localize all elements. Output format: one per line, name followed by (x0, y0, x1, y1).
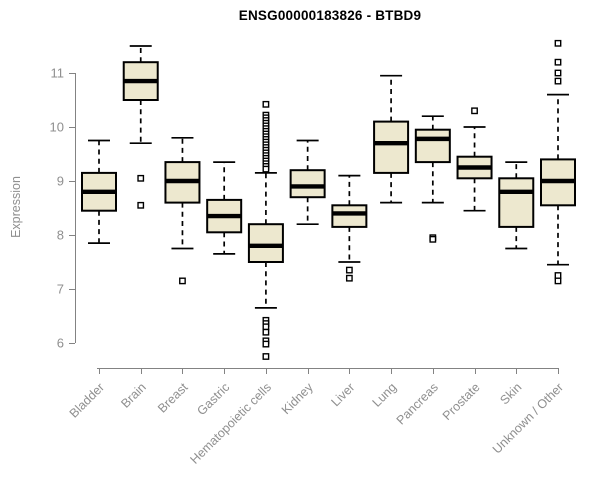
x-tick-label: Pancreas (394, 380, 441, 427)
outlier-point (554, 277, 562, 285)
x-tick-label: Breast (155, 380, 191, 416)
outlier-point (554, 272, 562, 279)
x-tick-label: Liver (328, 380, 357, 409)
y-tick-label: 7 (57, 282, 64, 297)
y-tick-label: 9 (57, 174, 64, 189)
boxplot-pancreas (414, 115, 451, 243)
outlier-point (179, 277, 186, 285)
outlier-point (554, 39, 562, 47)
boxplot-gastric (206, 161, 243, 255)
outlier-point (262, 165, 270, 173)
boxplot-kidney (289, 139, 326, 226)
x-tick-label: Skin (497, 380, 524, 407)
outlier-point (262, 323, 270, 331)
x-tick-label: Brain (118, 380, 149, 411)
outlier-point (429, 235, 437, 243)
boxplot-bladder (81, 139, 117, 244)
boxplot-breast (164, 136, 201, 285)
outlier-point (345, 266, 353, 274)
x-tick-label: Gastric (194, 380, 232, 418)
outlier-point (262, 328, 270, 336)
x-tick-label: Lung (370, 380, 400, 410)
boxplot-prostate (456, 107, 493, 212)
chart-title: ENSG00000183826 - BTBD9 (238, 8, 422, 23)
boxplot-lung (373, 74, 410, 204)
y-axis: 6 7 8 9 10 11 (50, 66, 77, 351)
y-tick-label: 6 (57, 336, 64, 351)
x-tick-label: Unknown / Other (490, 380, 566, 456)
x-tick-label: Bladder (67, 380, 107, 420)
outlier-point (471, 107, 478, 115)
x-tick-label: Hematopoietic cells (187, 380, 274, 467)
outlier-point (554, 69, 562, 77)
outlier-point (554, 77, 562, 85)
outlier-point (554, 58, 562, 66)
outlier-point (262, 340, 270, 348)
y-tick-label: 11 (51, 66, 65, 81)
y-tick-label: 10 (50, 120, 64, 135)
outlier-point (137, 174, 145, 182)
boxplot-unknown-other (540, 39, 576, 285)
outlier-point (262, 353, 270, 360)
outlier-point (262, 100, 270, 108)
x-tick-label: Prostate (440, 380, 483, 423)
y-tick-label: 8 (57, 228, 64, 243)
outlier-point (137, 201, 145, 209)
outlier-point (345, 274, 353, 282)
boxplot-liver (331, 174, 368, 282)
boxplot-brain (122, 45, 159, 209)
boxplot-hematopoietic-cells (247, 100, 284, 360)
x-tick-label: Kidney (279, 380, 316, 417)
boxplot-skin (498, 161, 535, 250)
